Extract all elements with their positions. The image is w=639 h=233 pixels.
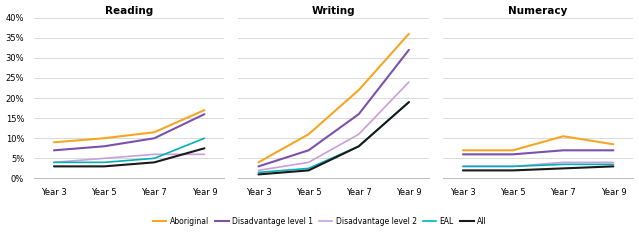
Title: Numeracy: Numeracy [509,6,568,16]
Title: Writing: Writing [312,6,355,16]
Legend: Aboriginal, Disadvantage level 1, Disadvantage level 2, EAL, All: Aboriginal, Disadvantage level 1, Disadv… [150,214,489,229]
Title: Reading: Reading [105,6,153,16]
